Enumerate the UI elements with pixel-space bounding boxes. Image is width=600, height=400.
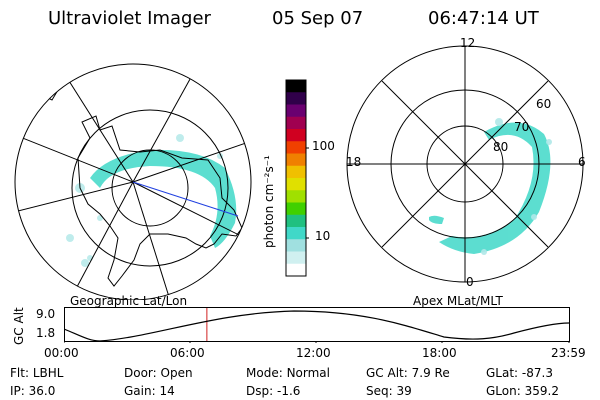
terminator-line <box>132 181 239 217</box>
mlat-label-80: 80 <box>493 140 509 154</box>
info-ip: IP: 36.0 <box>10 384 56 398</box>
info-door: Door: Open <box>124 366 193 380</box>
info-glon: GLon: 359.2 <box>486 384 559 398</box>
info-gain: Gain: 14 <box>124 384 175 398</box>
colorbar-segment <box>286 141 306 154</box>
colorbar-tick-10: 10 <box>315 229 331 243</box>
colorbar-unit-label: photon cm⁻²s⁻¹ <box>262 155 276 248</box>
altitude-xtick-2359: 23:59 <box>551 346 586 360</box>
geographic-map <box>14 63 252 300</box>
colorbar-segment <box>286 129 306 142</box>
colorbar-segment <box>286 153 306 167</box>
info-gc-alt: GC Alt: 7.9 Re <box>366 366 450 380</box>
mlt-label-12: 12 <box>460 36 476 50</box>
magnetic-caption: Apex MLat/MLT <box>413 294 503 308</box>
colorbar-segment <box>286 80 306 93</box>
info-mode: Mode: Normal <box>246 366 330 380</box>
colorbar-segment <box>286 104 306 118</box>
date-label: 05 Sep 07 <box>272 8 364 29</box>
instrument-title: Ultraviolet Imager <box>48 8 211 29</box>
altitude-ytick-high: 9.0 <box>36 307 56 321</box>
altitude-xtick-0600: 06:00 <box>170 346 205 360</box>
altitude-plot <box>64 307 570 343</box>
altitude-xtick-1800: 18:00 <box>422 346 457 360</box>
aurora-oval-geographic <box>90 149 237 248</box>
color-bar <box>285 79 309 277</box>
colorbar-tick-100: 100 <box>312 139 335 153</box>
mlat-label-60: 60 <box>536 97 552 111</box>
colorbar-segment <box>286 165 306 179</box>
info-glat: GLat: -87.3 <box>486 366 553 380</box>
colorbar-segment <box>286 214 306 228</box>
time-label: 06:47:14 UT <box>428 8 539 29</box>
colorbar-segment <box>286 227 306 240</box>
altitude-curve <box>64 310 570 342</box>
colorbar-segment <box>286 116 306 130</box>
mlt-label-18: 18 <box>346 155 362 169</box>
info-flt: Flt: LBHL <box>10 366 64 380</box>
colorbar-segment <box>286 263 306 277</box>
colorbar-segment <box>286 202 306 216</box>
mlt-label-6: 6 <box>578 155 586 169</box>
colorbar-segment <box>286 178 306 191</box>
colorbar-segment <box>286 190 306 203</box>
colorbar-segment <box>286 239 306 252</box>
meridians <box>15 64 251 300</box>
mlt-label-0: 0 <box>466 275 474 289</box>
mlt-grid <box>347 46 583 282</box>
colorbar-segment <box>286 251 306 265</box>
altitude-ytick-low: 1.8 <box>36 326 56 340</box>
parallels <box>71 109 229 267</box>
colorbar-segment <box>286 92 306 105</box>
info-seq: Seq: 39 <box>366 384 412 398</box>
info-dsp: Dsp: -1.6 <box>246 384 301 398</box>
magnetic-map <box>346 45 584 283</box>
coastline <box>77 115 243 287</box>
mlat-label-70: 70 <box>514 120 530 134</box>
altitude-xtick-0000: 00:00 <box>44 346 79 360</box>
geographic-caption: Geographic Lat/Lon <box>70 294 188 308</box>
altitude-ylabel: GC Alt <box>12 307 26 345</box>
altitude-xtick-1200: 12:00 <box>296 346 331 360</box>
